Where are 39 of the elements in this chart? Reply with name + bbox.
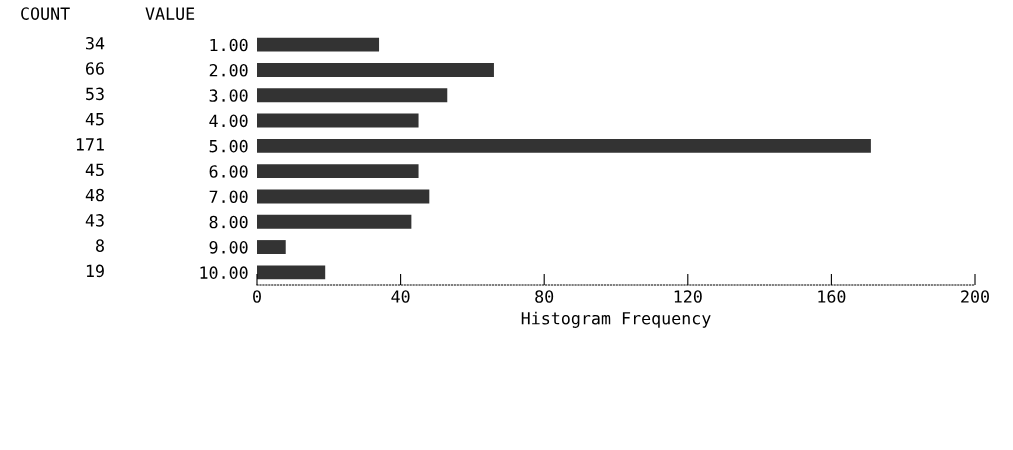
bar (257, 37, 380, 52)
text: VALUE (145, 7, 195, 20)
text: COUNT (21, 7, 70, 20)
x-tick-label: 200 (961, 290, 989, 303)
bar (257, 214, 412, 229)
y-tick-label: 6.00 (209, 165, 248, 178)
data-label: 45 (85, 113, 104, 126)
data-label: 66 (86, 62, 104, 75)
data-label: 45 (85, 163, 104, 177)
x-tick-label: 80 (535, 290, 554, 303)
x-tick-label: 120 (674, 290, 702, 303)
bar (257, 164, 419, 179)
bar (257, 189, 430, 204)
bar (257, 138, 871, 153)
bar (257, 113, 419, 128)
y-tick-label: 1.00 (210, 38, 248, 52)
x-axis-title: Histogram Frequency (521, 311, 711, 328)
y-tick-label: 7.00 (209, 190, 248, 204)
y-tick-label: 8.00 (209, 215, 248, 229)
x-tick-label: 0 (253, 290, 261, 303)
y-tick-label: 3.00 (209, 89, 248, 102)
data-label: 48 (85, 188, 104, 202)
y-tick-label: 4.00 (209, 114, 248, 128)
bar (257, 62, 494, 77)
x-tick-label: 160 (818, 290, 846, 303)
bar (257, 265, 326, 280)
y-tick-label: 10.00 (200, 266, 248, 279)
x-tick-label: 40 (391, 290, 410, 303)
y-tick-label: 9.00 (209, 241, 248, 254)
data-label: 53 (86, 87, 104, 101)
y-tick-label: 2.00 (209, 63, 248, 77)
data-label: 8 (96, 239, 104, 252)
data-label: 19 (86, 264, 104, 278)
bar (257, 240, 286, 255)
data-label: 34 (86, 36, 105, 50)
data-label: 171 (76, 138, 104, 151)
data-label: 43 (85, 214, 104, 227)
y-tick-label: 5.00 (209, 139, 248, 153)
bar (257, 88, 448, 103)
